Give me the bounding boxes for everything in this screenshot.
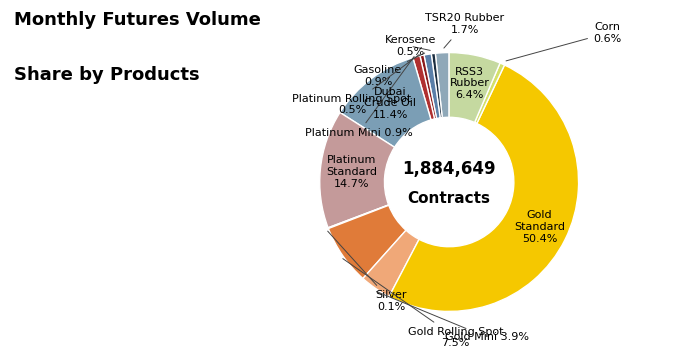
Text: RSS3
Rubber
6.4%: RSS3 Rubber 6.4% xyxy=(449,67,489,100)
Text: Gasoline
0.9%: Gasoline 0.9% xyxy=(354,53,425,87)
Text: Monthly Futures Volume: Monthly Futures Volume xyxy=(14,11,261,29)
Text: Gold Rolling Spot
7.5%: Gold Rolling Spot 7.5% xyxy=(343,259,503,348)
Wedge shape xyxy=(420,55,437,119)
Wedge shape xyxy=(389,65,578,312)
Wedge shape xyxy=(435,52,449,118)
Wedge shape xyxy=(328,205,389,229)
Wedge shape xyxy=(449,52,500,123)
Wedge shape xyxy=(431,53,442,118)
Text: Gold
Standard
50.4%: Gold Standard 50.4% xyxy=(514,210,565,244)
Wedge shape xyxy=(424,54,440,119)
Text: Contracts: Contracts xyxy=(408,191,491,206)
Text: Platinum
Standard
14.7%: Platinum Standard 14.7% xyxy=(326,155,377,189)
Wedge shape xyxy=(475,63,504,123)
Text: Kerosene
0.5%: Kerosene 0.5% xyxy=(385,35,436,57)
Text: TSR20 Rubber
1.7%: TSR20 Rubber 1.7% xyxy=(425,13,504,48)
Wedge shape xyxy=(320,112,395,228)
Text: Corn
0.6%: Corn 0.6% xyxy=(506,22,621,61)
Text: Gold Mini 3.9%: Gold Mini 3.9% xyxy=(377,292,529,342)
Wedge shape xyxy=(413,56,435,120)
Text: 1,884,649: 1,884,649 xyxy=(402,160,496,178)
Wedge shape xyxy=(363,230,419,297)
Text: Silver
0.1%: Silver 0.1% xyxy=(328,231,407,312)
Text: Platinum Rolling Spot
0.5%: Platinum Rolling Spot 0.5% xyxy=(292,55,419,115)
Text: Dubai
Crude Oil
11.4%: Dubai Crude Oil 11.4% xyxy=(364,87,416,120)
Wedge shape xyxy=(340,58,431,147)
Text: Share by Products: Share by Products xyxy=(14,66,200,83)
Text: Platinum Mini 0.9%: Platinum Mini 0.9% xyxy=(305,56,414,138)
Wedge shape xyxy=(328,205,406,278)
